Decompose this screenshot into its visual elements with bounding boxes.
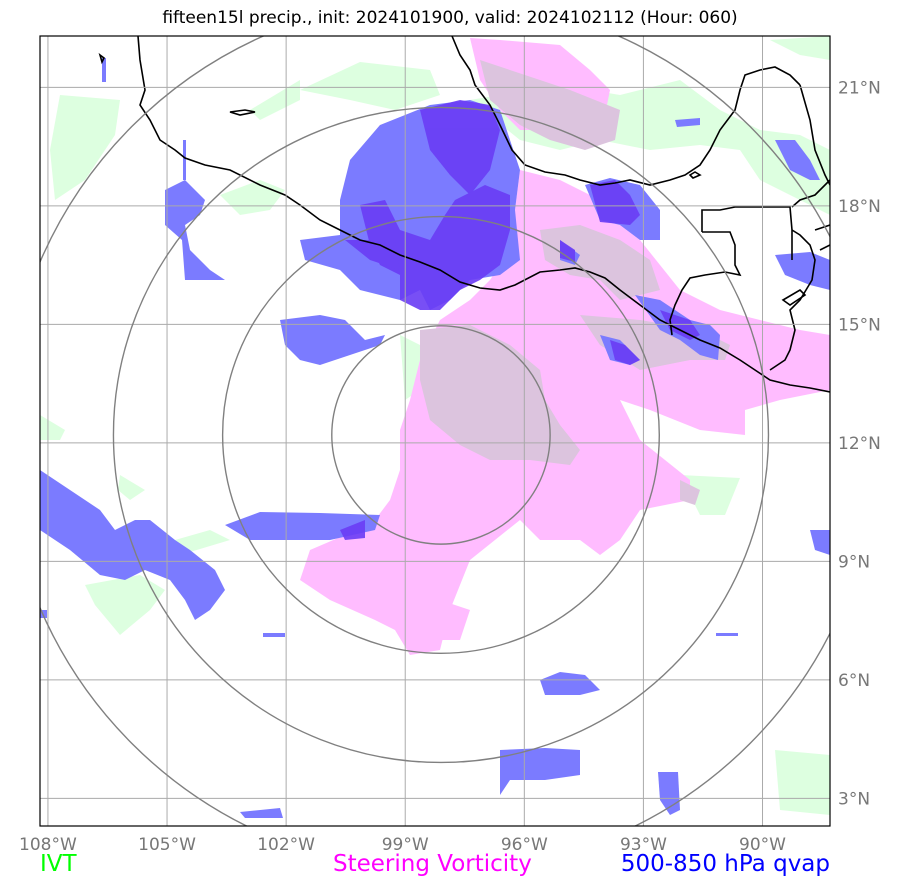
longitude-tick-label: 105°W: [138, 835, 196, 855]
graticule: [40, 36, 830, 826]
range-ring: [331, 325, 551, 545]
range-rings: [40, 36, 830, 826]
latitude-tick-label: 15°N: [838, 315, 881, 335]
range-ring: [221, 215, 660, 654]
longitude-labels: 108°W 105°W 102°W 99°W 96°W 93°W 90°W: [19, 835, 786, 855]
latitude-labels: 21°N 18°N 15°N 12°N 9°N 6°N 3°N: [838, 78, 881, 809]
coastlines: [98, 36, 830, 393]
range-ring: [112, 106, 770, 764]
latitude-tick-label: 12°N: [838, 434, 881, 454]
latitude-tick-label: 18°N: [838, 197, 881, 217]
legend-steering-vorticity: Steering Vorticity: [333, 851, 532, 877]
latitude-tick-label: 3°N: [838, 789, 870, 809]
longitude-tick-label: 108°W: [19, 835, 77, 855]
qvap-core: [340, 100, 700, 540]
latitude-tick-label: 9°N: [838, 552, 870, 572]
longitude-tick-label: 102°W: [257, 835, 315, 855]
longitude-tick-label: 93°W: [620, 835, 667, 855]
latitude-tick-label: 21°N: [838, 78, 881, 98]
longitude-tick-label: 96°W: [501, 835, 548, 855]
legend-qvap: 500-850 hPa qvap: [620, 851, 830, 877]
overlap-field: [420, 60, 730, 505]
longitude-tick-label: 90°W: [739, 835, 786, 855]
latitude-tick-label: 6°N: [838, 671, 870, 691]
map-title: fifteen15l precip., init: 2024101900, va…: [162, 8, 738, 28]
longitude-tick-label: 99°W: [382, 835, 429, 855]
map-frame: [39, 35, 831, 827]
legend-ivt: IVT: [40, 851, 77, 877]
